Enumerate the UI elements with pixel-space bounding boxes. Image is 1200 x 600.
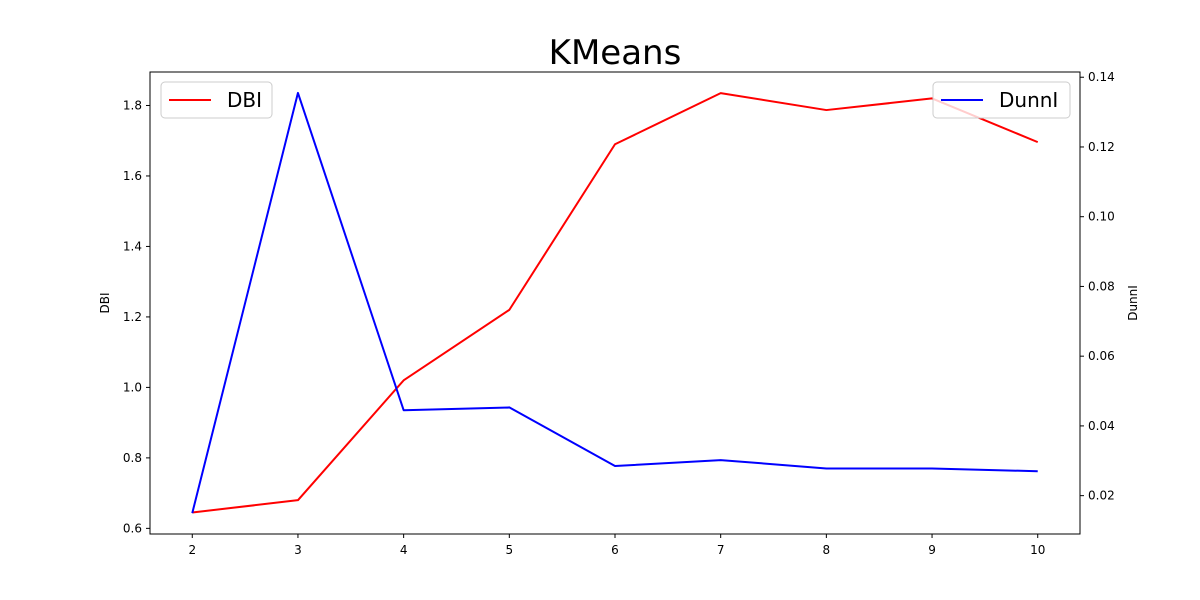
y-right-tick-label: 0.02 [1088, 489, 1115, 503]
y-left-tick-label: 0.6 [123, 521, 142, 535]
y-axis-right-label: DunnI [1126, 285, 1140, 321]
x-tick-label: 8 [823, 543, 831, 557]
y-right-tick-label: 0.04 [1088, 419, 1115, 433]
y-left-tick-label: 1.6 [123, 169, 142, 183]
x-tick-label: 5 [505, 543, 513, 557]
x-tick-label: 4 [400, 543, 408, 557]
y-left-tick-label: 1.2 [123, 310, 142, 324]
y-left-tick-label: 0.8 [123, 451, 142, 465]
x-tick-label: 3 [294, 543, 302, 557]
y-right-tick-label: 0.06 [1088, 349, 1115, 363]
y-right-tick-label: 0.10 [1088, 210, 1115, 224]
y-right-tick-label: 0.08 [1088, 279, 1115, 293]
y-axis-left-label: DBI [98, 292, 112, 313]
legend-box [932, 81, 1071, 119]
plot-frame [149, 71, 1081, 535]
y-right-tick-label: 0.12 [1088, 140, 1115, 154]
y-axis-left: 0.6 0.8 1.0 1.2 1.4 1.6 1.8 [123, 98, 150, 535]
x-tick-label: 2 [188, 543, 196, 557]
legend-label: DBI [227, 88, 262, 112]
y-left-tick-label: 1.4 [123, 239, 142, 253]
chart-title: KMeans [549, 33, 682, 73]
y-axis-right: 0.02 0.04 0.06 0.08 0.10 0.12 0.14 [1080, 70, 1115, 503]
legend-label: DunnI [999, 88, 1058, 112]
x-axis: 2 3 4 5 6 7 8 9 10 [188, 534, 1045, 557]
x-tick-label: 9 [928, 543, 936, 557]
series-layer [191, 91, 1039, 514]
series-line-dbi [192, 92, 1039, 514]
legend-dbi: DBI [160, 81, 273, 119]
y-left-tick-label: 1.8 [123, 98, 142, 112]
legend-box [160, 81, 273, 119]
y-left-tick-label: 1.0 [123, 380, 142, 394]
x-tick-label: 6 [611, 543, 619, 557]
x-tick-label: 7 [717, 543, 725, 557]
y-right-tick-label: 0.14 [1088, 70, 1115, 84]
legend-layer: DBI DunnI [160, 81, 1071, 119]
series-line-dunni [191, 91, 1038, 514]
legend-dunni: DunnI [932, 81, 1071, 119]
x-tick-label: 10 [1030, 543, 1045, 557]
